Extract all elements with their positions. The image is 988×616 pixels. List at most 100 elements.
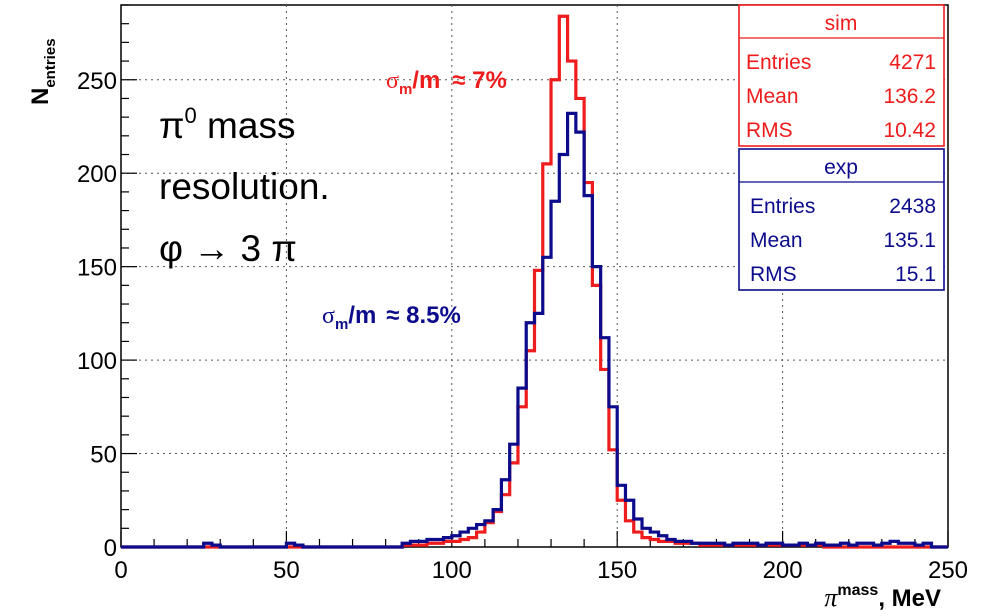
bar-exp-41 — [708, 543, 716, 547]
sim-ann-approx: ≈ 7% — [452, 67, 507, 94]
note-mass: mass — [197, 105, 296, 146]
stats-exp-mean-value: 135.1 — [883, 229, 936, 252]
bar-exp-55 — [824, 545, 832, 547]
bar-exp-32 — [634, 519, 642, 547]
bar-exp-34 — [650, 532, 658, 547]
bar-exp-52 — [799, 543, 807, 547]
stats-sim-mean-value: 136.2 — [883, 85, 936, 108]
x-tick-label-0: 0 — [114, 557, 127, 584]
bar-exp-44 — [733, 543, 741, 547]
x-axis-sup: mass — [837, 582, 878, 599]
bar-exp-58 — [849, 545, 857, 547]
bar-exp-10 — [452, 536, 460, 547]
bar-exp-62 — [882, 543, 890, 547]
stats-exp-rms-label: RMS — [750, 263, 797, 286]
bar-exp-64 — [898, 543, 906, 547]
bar-exp-49 — [774, 543, 782, 547]
y-tick-label-1: 50 — [90, 442, 117, 469]
plot-frame — [120, 4, 949, 548]
exp-ann-sigma: σ — [322, 303, 335, 329]
x-tick-label-5: 250 — [928, 557, 968, 584]
bar-exp-65 — [907, 543, 915, 547]
bar-exp-18 — [518, 388, 526, 547]
bar-exp-24 — [568, 113, 576, 547]
x-axis-unit: , MeV — [878, 585, 941, 612]
stats-sim-rms-label: RMS — [746, 119, 793, 142]
sim-ann-rest: /m — [412, 67, 440, 94]
series-exp-outline — [121, 111, 948, 549]
bar-exp-23 — [559, 155, 567, 547]
bar-exp-66 — [915, 545, 923, 547]
x-axis-symbol: π — [824, 583, 838, 612]
exp-ann-sub: m — [335, 316, 348, 333]
bar-exp-3 — [295, 545, 303, 547]
bar-exp-40 — [700, 543, 708, 547]
series-exp — [121, 111, 948, 549]
bar-exp-30 — [617, 485, 625, 547]
bar-exp-39 — [692, 543, 700, 547]
y-axis-title: Nentries — [27, 38, 59, 105]
bar-exp-54 — [816, 543, 824, 547]
x-tick-label-3: 150 — [597, 557, 637, 584]
bar-exp-47 — [758, 545, 766, 547]
bar-exp-63 — [890, 541, 898, 547]
bar-exp-27 — [592, 267, 600, 547]
bar-exp-8 — [435, 540, 443, 547]
bar-exp-33 — [642, 528, 650, 547]
bar-exp-28 — [601, 338, 609, 547]
x-tick-label-4: 200 — [763, 557, 803, 584]
bar-exp-59 — [857, 543, 865, 547]
bar-exp-26 — [584, 196, 592, 547]
bar-exp-45 — [741, 543, 749, 547]
bar-exp-53 — [807, 545, 815, 547]
stats-box-sim-frame — [738, 4, 945, 147]
stats-box-exp: exp Entries 2438 Mean 135.1 RMS 15.1 — [738, 148, 945, 291]
bar-exp-11 — [460, 532, 468, 547]
bar-exp-16 — [501, 480, 509, 547]
stats-box-sim: sim Entries 4271 Mean 136.2 RMS 10.42 — [738, 4, 945, 147]
stats-sim-entries-label: Entries — [746, 51, 811, 74]
bar-exp-22 — [551, 201, 559, 547]
bar-exp-1 — [212, 545, 220, 547]
sim-ann-sub: m — [399, 81, 412, 98]
exp-ann-approx: ≈ 8.5% — [386, 302, 461, 329]
bar-exp-57 — [840, 543, 848, 547]
bar-exp-5 — [410, 541, 418, 547]
exp-resolution-annotation: σm/m ≈ 8.5% — [322, 302, 461, 333]
y-tick-label-3: 150 — [77, 255, 117, 282]
bar-exp-13 — [477, 525, 485, 547]
bar-exp-4 — [402, 543, 410, 547]
sim-ann-sigma: σ — [386, 68, 399, 94]
bar-exp-42 — [716, 543, 724, 547]
stats-sim-title: sim — [825, 12, 858, 35]
bar-exp-29 — [609, 407, 617, 547]
bar-exp-7 — [427, 540, 435, 547]
stats-exp-entries-value: 2438 — [889, 195, 936, 218]
bar-exp-0 — [204, 543, 212, 547]
bar-exp-19 — [526, 323, 534, 547]
x-tick-label-2: 100 — [432, 557, 472, 584]
bar-exp-61 — [874, 545, 882, 547]
bar-exp-14 — [485, 521, 493, 547]
bar-exp-46 — [750, 543, 758, 547]
x-axis-title: πmass, MeV — [824, 582, 941, 612]
bar-exp-50 — [783, 545, 791, 547]
bar-exp-38 — [683, 541, 691, 547]
bar-exp-56 — [832, 545, 840, 547]
bar-exp-15 — [493, 510, 501, 547]
stats-box-exp-frame — [738, 148, 945, 291]
bar-exp-60 — [865, 543, 873, 547]
bar-exp-43 — [725, 545, 733, 547]
bar-exp-37 — [675, 541, 683, 547]
exp-ann-rest: /m — [348, 302, 376, 329]
y-tick-label-4: 200 — [77, 161, 117, 188]
bar-exp-48 — [766, 543, 774, 547]
bar-exp-9 — [444, 538, 452, 547]
y-axis-main: N — [27, 88, 54, 105]
stats-exp-title: exp — [824, 156, 858, 179]
bar-exp-17 — [510, 444, 518, 547]
note-line-1: π0 mass — [159, 103, 295, 146]
bar-exp-51 — [791, 545, 799, 547]
bar-exp-6 — [419, 541, 427, 547]
